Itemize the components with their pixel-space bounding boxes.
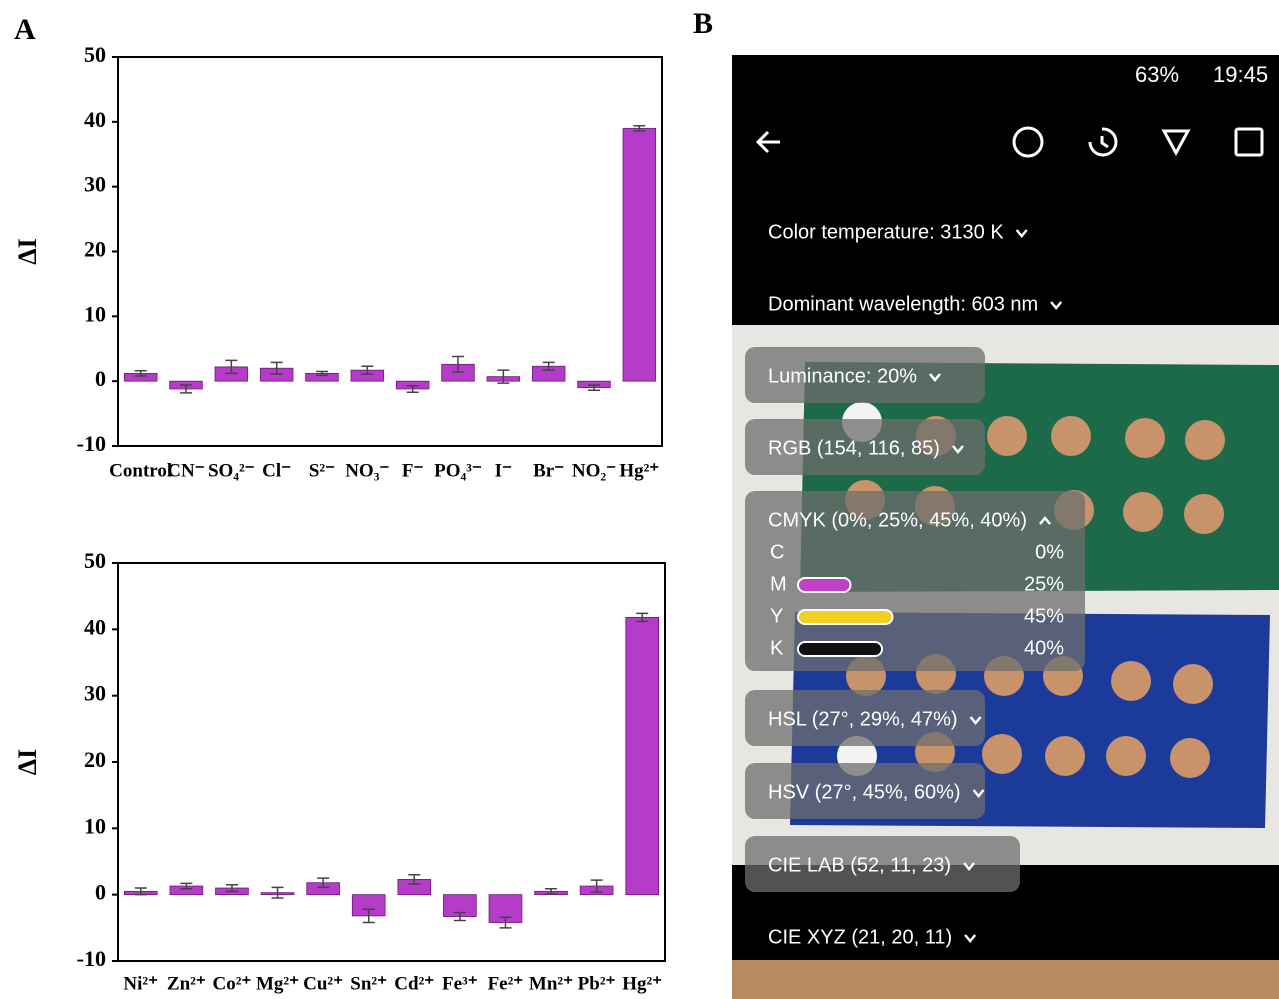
x-tick-label: NO₂⁻: [572, 460, 616, 481]
x-tick-label: Cu²⁺: [303, 973, 343, 994]
x-tick-label: Sn²⁺: [350, 973, 387, 994]
cmyk-label: Y: [770, 605, 783, 627]
y-tick-label: 50: [84, 548, 106, 573]
phone-screenshot: 63% 19:45 Color temperature: 3130 K Dominan…: [732, 55, 1279, 999]
x-tick-label: Hg²⁺: [622, 973, 662, 994]
y-tick-label: 0: [95, 366, 106, 391]
x-tick-label: Mn²⁺: [529, 973, 573, 994]
y-tick-label: 50: [84, 42, 106, 67]
x-tick-label: CN⁻: [167, 460, 204, 481]
x-tick-label: Br⁻: [533, 460, 564, 481]
y-tick-label: -10: [77, 431, 106, 456]
menu-item[interactable]: CIE LAB (52, 11, 23): [768, 854, 951, 876]
x-tick-label: Co²⁺: [212, 973, 251, 994]
y-tick-label: 30: [84, 681, 106, 706]
x-tick-label: Fe²⁺: [488, 973, 524, 994]
y-tick-label: 20: [84, 747, 106, 772]
x-tick-label: Mg²⁺: [256, 973, 299, 994]
y-tick-label: -10: [77, 946, 106, 971]
y-tick-label: 40: [84, 614, 106, 639]
x-tick-label: Cd²⁺: [394, 973, 434, 994]
panel-label: A: [14, 13, 36, 46]
y-axis-label: ΔI: [13, 749, 42, 775]
cmyk-value: 0%: [1035, 541, 1064, 563]
x-tick-label: I⁻: [495, 460, 512, 481]
menu-item[interactable]: CMYK (0%, 25%, 45%, 40%): [768, 509, 1027, 531]
menu-item[interactable]: Color temperature: 3130 K: [768, 221, 1004, 243]
menu-item[interactable]: Luminance: 20%: [768, 365, 917, 387]
cmyk-value: 40%: [1024, 637, 1064, 659]
bar: [626, 617, 659, 894]
cmyk-value: 25%: [1024, 573, 1064, 595]
x-tick-label: Control: [109, 460, 172, 481]
menu-item[interactable]: CIE XYZ (21, 20, 11): [768, 926, 952, 948]
x-tick-label: SO₄²⁻: [208, 460, 255, 481]
x-tick-label: Cl⁻: [262, 460, 291, 481]
x-tick-label: Zn²⁺: [167, 973, 206, 994]
y-tick-label: 0: [95, 880, 106, 905]
battery: 63%: [1135, 62, 1179, 87]
cmyk-bar: [798, 610, 893, 624]
menu-item[interactable]: RGB (154, 116, 85): [768, 437, 940, 459]
table-edge: [732, 960, 1279, 999]
cmyk-bar: [798, 578, 851, 592]
bar: [623, 128, 656, 381]
panel-label: B: [693, 7, 713, 40]
y-tick-label: 10: [84, 813, 106, 838]
menu-item[interactable]: Dominant wavelength: 603 nm: [768, 293, 1038, 315]
y-tick-label: 10: [84, 301, 106, 326]
menu-item[interactable]: HSV (27°, 45%, 60%): [768, 781, 961, 803]
y-axis-label: ΔI: [13, 238, 42, 264]
x-tick-label: F⁻: [402, 460, 424, 481]
x-tick-label: Hg²⁺: [619, 460, 659, 481]
plot-frame: [118, 563, 665, 961]
cmyk-label: K: [770, 637, 784, 659]
x-tick-label: NO₃⁻: [345, 460, 389, 481]
x-tick-label: PO₄³⁻: [434, 460, 482, 481]
x-tick-label: Ni²⁺: [123, 973, 158, 994]
clock: 19:45: [1213, 62, 1268, 87]
y-tick-label: 20: [84, 237, 106, 262]
y-tick-label: 40: [84, 107, 106, 132]
figure: A B 63% 19:45 Color temperature: 3130 K Dom…: [0, 0, 1279, 999]
menu-item[interactable]: HSL (27°, 29%, 47%): [768, 708, 958, 730]
x-tick-label: Pb²⁺: [578, 973, 616, 994]
cmyk-label: M: [770, 573, 787, 595]
cmyk-label: C: [770, 541, 784, 563]
cmyk-value: 45%: [1024, 605, 1064, 627]
y-tick-label: 30: [84, 172, 106, 197]
x-tick-label: S²⁻: [309, 460, 335, 481]
x-tick-label: Fe³⁺: [442, 973, 478, 994]
cmyk-bar: [798, 642, 882, 656]
